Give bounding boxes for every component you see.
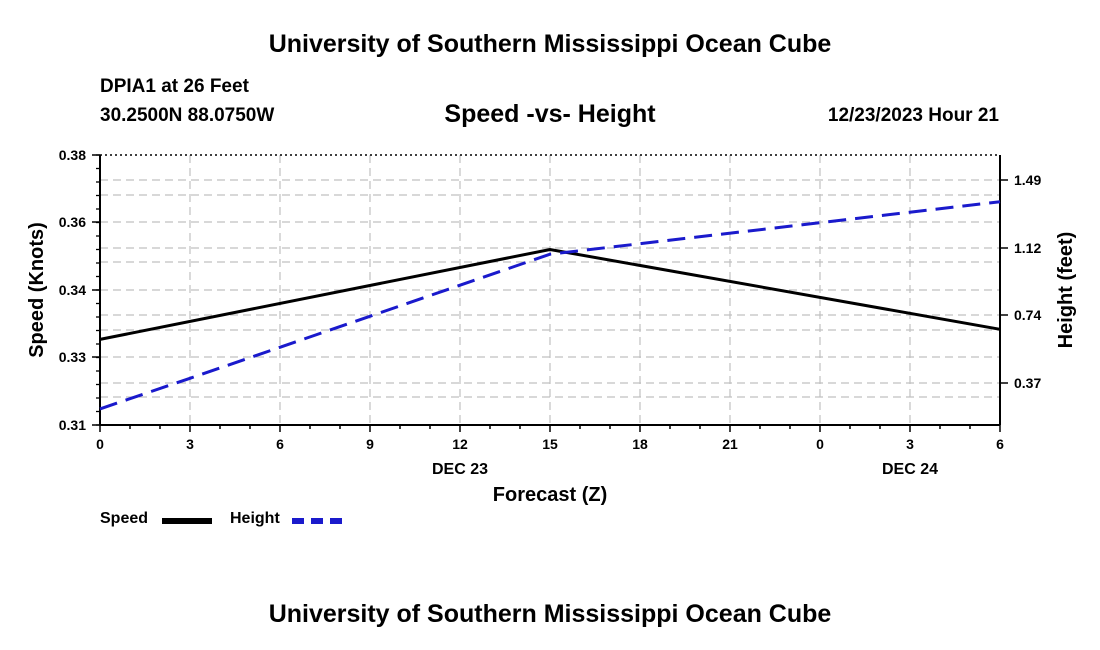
x-tick-label: 9: [366, 436, 374, 452]
y-axis-label-left: Speed (Knots): [26, 222, 48, 358]
legend-swatch-speed: [162, 518, 212, 524]
footer-title: University of Southern Mississippi Ocean…: [268, 600, 832, 628]
x-tick-label: 15: [542, 436, 558, 452]
y-axis-label-right: Height (feet): [1055, 232, 1077, 349]
datetime-label: 12/23/2023 Hour 21: [827, 105, 999, 126]
y-tick-label-left: 0.33: [59, 349, 86, 365]
y-tick-label-left: 0.36: [59, 214, 86, 230]
x-tick-label: 0: [96, 436, 104, 452]
x-tick-label: 0: [816, 436, 824, 452]
legend-label-speed: Speed: [100, 510, 149, 527]
x-tick-label: 6: [996, 436, 1004, 452]
y-tick-label-left: 0.38: [59, 147, 86, 163]
x-tick-label: 6: [276, 436, 284, 452]
x-date-label: DEC 23: [432, 461, 488, 478]
y-tick-label-left: 0.31: [59, 417, 86, 433]
x-date-label: DEC 24: [882, 461, 938, 478]
x-axis-label: Forecast (Z): [493, 484, 607, 506]
legend-label-height: Height: [230, 510, 280, 527]
x-tick-label: 3: [906, 436, 914, 452]
x-tick-label: 18: [632, 436, 648, 452]
coordinates-label: 30.2500N 88.0750W: [100, 105, 275, 126]
x-tick-label: 3: [186, 436, 194, 452]
y-tick-label-right: 0.37: [1014, 375, 1041, 391]
main-title: University of Southern Mississippi Ocean…: [268, 30, 832, 58]
chart-title: Speed -vs- Height: [444, 100, 656, 128]
y-tick-label-right: 1.12: [1014, 240, 1041, 256]
x-tick-label: 21: [722, 436, 738, 452]
y-tick-label-right: 0.74: [1014, 307, 1041, 323]
x-tick-label: 12: [452, 436, 468, 452]
series-line-height: [99, 200, 1001, 411]
legend-swatch-height: [292, 518, 342, 524]
y-tick-label-right: 1.49: [1014, 172, 1041, 188]
series-line-speed: [99, 247, 1001, 341]
y-tick-label-left: 0.34: [59, 282, 86, 298]
station-label: DPIA1 at 26 Feet: [100, 76, 249, 97]
